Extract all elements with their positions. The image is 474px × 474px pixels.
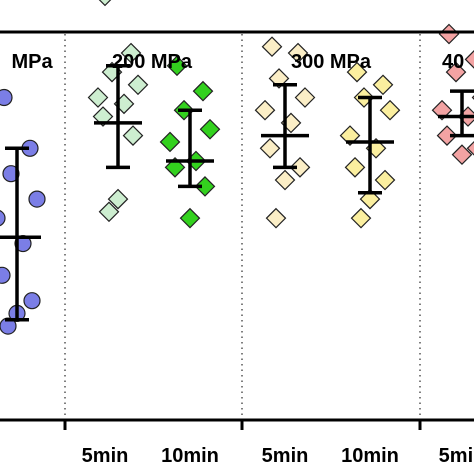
data-point-s1-p7 [122,125,144,146]
data-point-s1-p9 [98,201,120,223]
data-point-s4-p7 [374,169,396,191]
data-point-s4-p0 [346,61,368,83]
data-point-s5-p7 [466,140,474,156]
data-point-s5-p6 [436,125,458,146]
pressure-label-2: 300 MPa [291,51,372,73]
data-point-s1-p8 [107,188,129,210]
data-point-s5-p8 [451,144,473,165]
data-point-s4-p6 [344,157,366,178]
data-point-s5-p2 [445,61,467,83]
data-point-s4-p9 [350,207,372,229]
data-point-s3-p4 [254,99,276,121]
x-axis-ticks [63,420,422,430]
data-point-s3-p9 [265,207,287,229]
data-point-s4-p3 [379,99,401,121]
x-tick-label-1: 10min [161,445,219,467]
data-point-s2-p7 [194,176,216,197]
data-point-s0-p0 [0,88,13,107]
data-point-s3-p7 [289,157,311,178]
data-point-s2-p4 [159,131,181,153]
data-point-s0-p7 [23,292,41,310]
pressure-label-0: MPa [11,51,53,73]
x-tick-label-4: 5min [439,445,474,467]
x-tick-label-0: 5min [82,445,129,467]
data-point-s3-p3 [294,87,316,108]
data-point-s2-p8 [179,207,201,229]
x-tick-label-3: 10min [341,445,399,467]
data-point-s3-p8 [274,169,296,191]
data-point-s0-p6 [0,266,11,284]
x-tick-label-2: 5min [262,445,309,467]
data-point-s1-p0 [98,0,112,7]
data-point-s2-p1 [192,80,214,102]
data-point-s1-p4 [87,87,109,108]
pressure-label-1: 200 MPa [112,51,193,73]
data-point-s4-p1 [372,74,394,96]
data-point-s0-p3 [28,190,46,208]
data-point-s3-p6 [259,137,281,159]
data-point-s5-p1 [464,50,474,69]
data-point-s0-p2 [2,165,20,183]
data-point-s2-p3 [199,118,221,140]
data-point-s0-p4 [0,210,6,227]
data-point-s3-p0 [261,36,283,58]
data-point-s3-p1 [287,42,309,64]
error-bars [0,64,474,322]
data-point-s1-p3 [127,74,149,96]
pressure-label-3: 40 [442,51,464,73]
data-point-s1-p1 [120,42,142,64]
data-point-s2-p0 [166,55,188,77]
group-dividers [64,34,421,418]
